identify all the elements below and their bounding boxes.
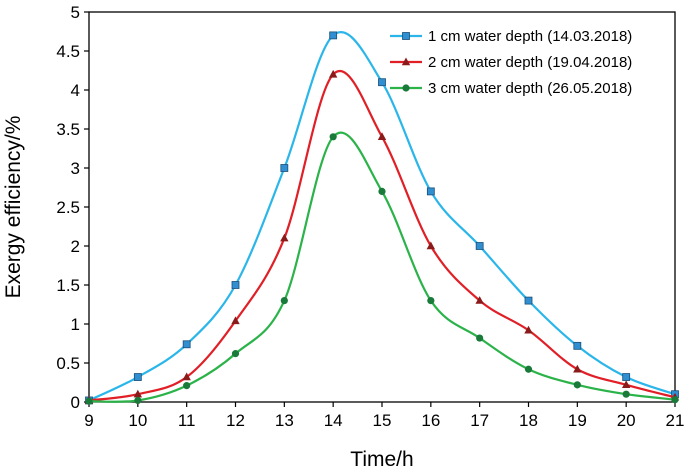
series-3-point: [329, 133, 337, 141]
series-3-point: [671, 396, 679, 404]
legend: 1 cm water depth (14.03.2018) 2 cm water …: [390, 28, 632, 97]
legend-item-1: 1 cm water depth (14.03.2018): [390, 28, 632, 45]
x-tick-label: 21: [666, 411, 685, 430]
y-tick-label: 3.5: [56, 120, 80, 139]
series-2-point: [573, 364, 582, 373]
series-1-point: [426, 187, 435, 196]
series-3-point: [427, 297, 435, 305]
series-2-point: [182, 372, 191, 381]
series-3-point: [280, 297, 288, 305]
y-tick-label: 0: [71, 393, 80, 412]
y-tick-label: 4.5: [56, 42, 80, 61]
series-3-point: [476, 334, 484, 342]
series-3-point: [134, 396, 142, 405]
y-tick-label: 1.5: [56, 276, 80, 295]
series-2-point: [377, 132, 387, 140]
legend-marker: [401, 57, 411, 66]
y-tick-label: 3: [71, 159, 80, 178]
series-3-point: [183, 382, 191, 390]
series-1-point: [622, 373, 631, 381]
series-2-point: [475, 296, 484, 304]
y-tick-label: 4: [71, 81, 80, 100]
series-1-point: [378, 78, 386, 87]
series-2-point: [621, 380, 631, 389]
series-layer: [84, 31, 680, 405]
series-1-point: [475, 242, 484, 250]
series-2-point: [231, 316, 240, 325]
x-tick-label: 16: [421, 411, 440, 430]
series-3-point: [573, 381, 581, 389]
series-1-point: [231, 281, 240, 289]
y-tick-label: 5: [71, 3, 80, 22]
x-tick-label: 17: [470, 411, 489, 430]
series-1-point: [280, 164, 289, 172]
legend-label: 1 cm water depth (14.03.2018): [428, 28, 632, 45]
series-3-line: [88, 131, 676, 403]
series-1-line: [88, 31, 676, 402]
legend-marker: [402, 32, 410, 40]
x-tick-label: 11: [178, 411, 196, 430]
series-2-line: [88, 70, 676, 402]
series-3-point: [85, 397, 93, 405]
series-3-point: [622, 390, 630, 398]
series-1-point: [133, 373, 142, 381]
series-3-point: [378, 187, 386, 195]
x-tick-label: 19: [568, 411, 587, 430]
series-2-point: [524, 325, 533, 334]
series-3: [85, 131, 679, 405]
series-3-point: [524, 365, 533, 373]
series-3-point: [231, 350, 240, 358]
x-tick-label: 18: [519, 411, 538, 430]
y-tick-label: 0.5: [56, 354, 80, 373]
legend-item-3: 3 cm water depth (26.05.2018): [390, 80, 632, 97]
legend-label: 3 cm water depth (26.05.2018): [428, 80, 632, 97]
x-tick-label: 10: [128, 411, 147, 430]
y-tick-label: 2.5: [56, 198, 80, 217]
y-tick-label: 1: [71, 315, 80, 334]
x-tick-label: 12: [226, 411, 245, 430]
series-1-point: [182, 340, 191, 349]
series-2-point: [280, 233, 289, 242]
series-2-point: [133, 389, 143, 398]
legend-item-2: 2 cm water depth (19.04.2018): [390, 54, 632, 71]
series-1-point: [573, 341, 582, 350]
x-tick-label: 15: [373, 411, 392, 430]
x-tick-label: 9: [84, 411, 93, 430]
y-axis-title: Exergy efficiency/%: [2, 116, 25, 299]
x-tick-label: 14: [324, 411, 343, 430]
legend-label: 2 cm water depth (19.04.2018): [428, 54, 632, 71]
series-2-point: [426, 241, 436, 250]
axes: 9 10 11 12 13 14 15 16 17 18 19 20 21 0 0.5 1 1.5 2 2.5 3 3.…: [56, 3, 684, 430]
x-tick-label: 13: [275, 411, 294, 430]
x-tick-label: 20: [617, 411, 636, 430]
x-axis-title: Time/h: [350, 448, 413, 471]
y-tick-label: 2: [71, 237, 80, 256]
legend-marker: [402, 84, 410, 92]
series-1-point: [524, 296, 533, 305]
series-2-point: [328, 69, 338, 78]
series-1-point: [329, 31, 338, 40]
